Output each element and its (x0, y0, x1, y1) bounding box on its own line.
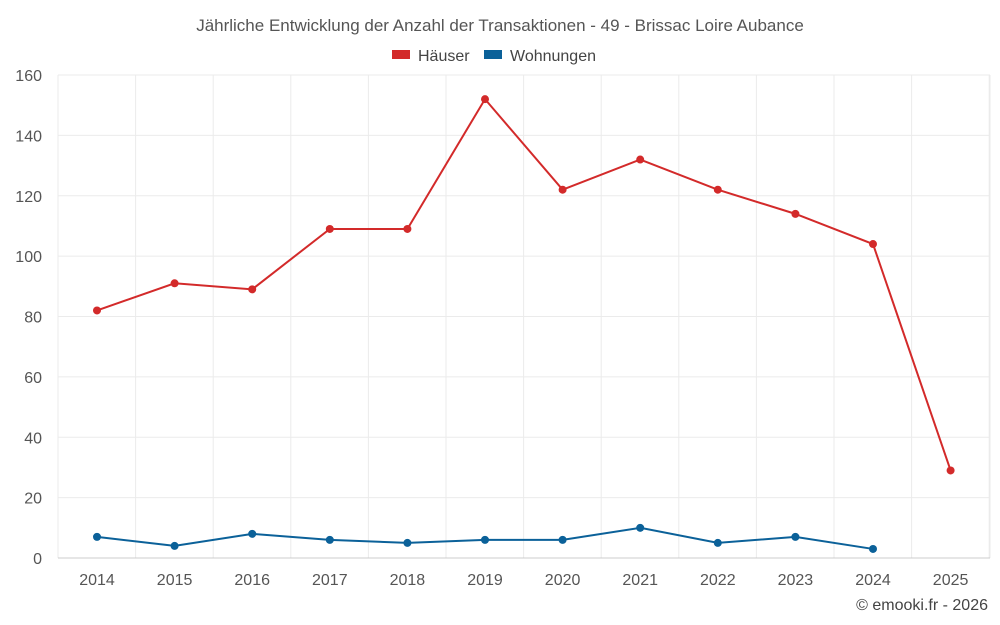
data-point-haeuser[interactable] (93, 306, 101, 315)
data-point-haeuser[interactable] (558, 185, 567, 194)
data-point-wohnungen[interactable] (403, 538, 412, 547)
y-tick-label: 140 (15, 128, 42, 145)
y-tick-label: 20 (24, 491, 42, 508)
x-axis-ticks: 2014 2015 2016 2017 2018 2019 2020 2021 2022 2023… (79, 572, 968, 589)
data-point-wohnungen[interactable] (636, 523, 645, 532)
series-layer (93, 95, 955, 553)
y-tick-label: 80 (24, 310, 42, 327)
x-tick-label: 2023 (778, 572, 814, 589)
data-point-haeuser[interactable] (713, 185, 722, 194)
data-point-wohnungen[interactable] (713, 538, 722, 547)
data-point-haeuser[interactable] (325, 224, 334, 233)
x-tick-label: 2025 (933, 572, 969, 589)
y-tick-label: 160 (15, 68, 42, 85)
y-tick-label: 40 (24, 430, 42, 447)
x-tick-label: 2018 (390, 572, 426, 589)
data-point-haeuser[interactable] (946, 466, 955, 475)
data-point-haeuser[interactable] (636, 155, 645, 164)
legend-label-wohnungen[interactable]: Wohnungen (510, 48, 596, 65)
x-tick-label: 2015 (157, 572, 193, 589)
data-point-haeuser[interactable] (248, 285, 257, 294)
data-point-wohnungen[interactable] (558, 535, 567, 544)
x-tick-label: 2021 (622, 572, 658, 589)
x-tick-label: 2024 (855, 572, 891, 589)
data-point-wohnungen[interactable] (93, 532, 101, 541)
data-point-wohnungen[interactable] (481, 535, 489, 544)
legend-swatch-wohnungen[interactable] (484, 50, 502, 59)
y-tick-label: 100 (15, 249, 42, 266)
x-tick-label: 2019 (467, 572, 503, 589)
series-line-haeuser (96, 97, 952, 471)
chart-title: Jährliche Entwicklung der Anzahl der Tra… (196, 16, 804, 35)
legend-label-haeuser[interactable]: Häuser (418, 48, 470, 65)
data-point-haeuser[interactable] (170, 279, 179, 288)
y-tick-label: 60 (24, 370, 42, 387)
x-tick-label: 2022 (700, 572, 736, 589)
legend-swatch-haeuser[interactable] (392, 50, 410, 59)
data-point-haeuser[interactable] (791, 209, 800, 218)
data-point-wohnungen[interactable] (325, 535, 334, 544)
y-tick-label: 120 (15, 189, 42, 206)
credit-text: © emooki.fr - 2026 (856, 597, 988, 614)
y-tick-label: 0 (33, 551, 42, 568)
x-tick-label: 2016 (234, 572, 270, 589)
y-axis-ticks: 0 20 40 60 80 100 120 140 160 (15, 68, 42, 568)
x-tick-label: 2014 (79, 572, 115, 589)
data-point-haeuser[interactable] (481, 95, 489, 104)
data-point-wohnungen[interactable] (248, 529, 257, 538)
data-point-wohnungen[interactable] (869, 544, 877, 553)
x-tick-label: 2017 (312, 572, 348, 589)
data-point-wohnungen[interactable] (170, 541, 179, 550)
data-point-wohnungen[interactable] (791, 532, 800, 541)
x-tick-label: 2020 (545, 572, 581, 589)
legend: Häuser Wohnungen (392, 48, 596, 65)
data-point-haeuser[interactable] (403, 224, 412, 233)
data-point-haeuser[interactable] (869, 240, 877, 249)
